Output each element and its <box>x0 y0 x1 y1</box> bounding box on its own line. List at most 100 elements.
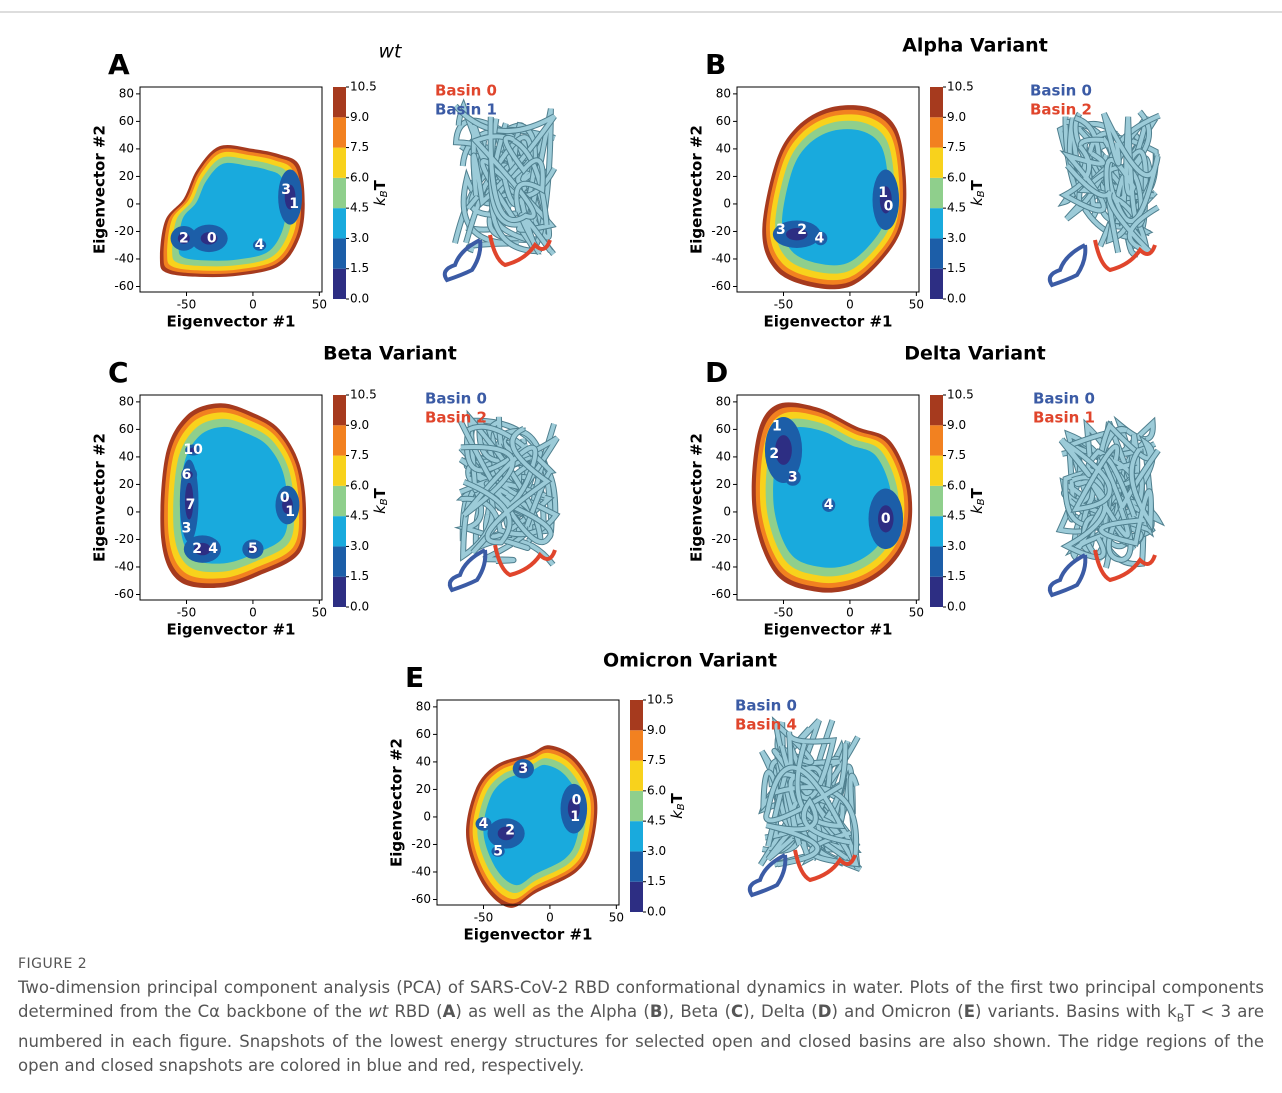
basin-label: 4 <box>208 541 218 557</box>
colorbar-segment <box>930 546 943 576</box>
basin-label: 4 <box>479 816 489 832</box>
panel-title: Alpha Variant <box>902 35 1048 57</box>
colorbar-label: kBT <box>371 487 391 514</box>
colorbar-segment <box>930 117 943 147</box>
y-tick-label: -40 <box>711 559 731 573</box>
caption-text: ) variants. Basins with k <box>975 1002 1177 1021</box>
x-axis-label: Eigenvector #1 <box>764 313 893 331</box>
basin-label: 0 <box>572 792 582 808</box>
structure <box>445 106 555 280</box>
structure-label: Basin 0 <box>425 390 487 408</box>
structure-label: Basin 0 <box>1030 82 1092 100</box>
page: 20314-50050-60-40-20020406080Eigenvector… <box>0 0 1282 1093</box>
structure <box>750 720 860 895</box>
colorbar-tick-label: 6.0 <box>647 783 666 797</box>
basin-label: 5 <box>248 541 258 557</box>
basin-label: 1 <box>570 809 580 825</box>
colorbar-tick-label: 0.0 <box>947 292 966 306</box>
caption-text: ), Delta ( <box>743 1002 818 1021</box>
basin-label: 2 <box>192 541 202 557</box>
x-tick-label: -50 <box>177 606 197 620</box>
colorbar-tick-label: 6.0 <box>947 478 966 492</box>
colorbar-label: kBT <box>968 179 988 206</box>
y-tick-label: 20 <box>716 169 731 183</box>
colorbar-segment <box>333 456 346 486</box>
structure-label: Basin 0 <box>1033 390 1095 408</box>
x-tick-label: 50 <box>909 298 924 312</box>
y-tick-label: 40 <box>416 754 431 768</box>
colorbar-tick-label: 10.5 <box>350 80 377 94</box>
basin-label: 4 <box>255 237 265 253</box>
caption-text: ), Beta ( <box>662 1002 731 1021</box>
y-tick-label: 60 <box>119 114 134 128</box>
y-tick-label: -60 <box>411 892 431 906</box>
colorbar-tick-label: 6.0 <box>350 170 369 184</box>
y-axis-label: Eigenvector #2 <box>91 433 109 562</box>
ridge-open <box>1050 245 1086 285</box>
structure <box>450 417 557 590</box>
colorbar-tick-label: 7.5 <box>947 448 966 462</box>
y-tick-label: 40 <box>119 449 134 463</box>
caption-text: D <box>818 1002 832 1021</box>
basin-label: 1 <box>772 419 782 435</box>
colorbar-tick-label: 0.0 <box>647 905 666 919</box>
colorbar-segment <box>333 117 346 147</box>
caption-text: ) as well as the Alpha ( <box>455 1002 649 1021</box>
y-tick-label: -40 <box>411 864 431 878</box>
colorbar-tick-label: 6.0 <box>350 478 369 492</box>
y-tick-label: 80 <box>416 699 431 713</box>
y-tick-label: 20 <box>416 782 431 796</box>
y-tick-label: -20 <box>114 532 134 546</box>
y-tick-label: 80 <box>716 394 731 408</box>
basin-label: 2 <box>179 230 189 246</box>
colorbar-segment <box>930 238 943 268</box>
colorbar-segment <box>333 516 346 546</box>
colorbar-tick-label: 7.5 <box>350 448 369 462</box>
y-tick-label: -20 <box>711 224 731 238</box>
colorbar-tick-label: 7.5 <box>947 140 966 154</box>
y-axis-label: Eigenvector #2 <box>688 125 706 254</box>
colorbar-segment <box>333 395 346 425</box>
colorbar-segment <box>930 456 943 486</box>
panel-title: Omicron Variant <box>603 650 777 672</box>
colorbar-segment <box>630 700 643 730</box>
basin-label: 3 <box>518 761 528 777</box>
colorbar-tick-label: 4.5 <box>350 509 369 523</box>
colorbar-segment <box>333 425 346 455</box>
y-tick-label: -20 <box>114 224 134 238</box>
colorbar-tick-label: 7.5 <box>647 753 666 767</box>
basin-label: 2 <box>797 222 807 238</box>
y-tick-label: 20 <box>716 477 731 491</box>
caption-label: FIGURE 2 <box>18 956 87 972</box>
colorbar-tick-label: 9.0 <box>350 418 369 432</box>
y-tick-label: -20 <box>711 532 731 546</box>
colorbar-tick-label: 3.0 <box>947 231 966 245</box>
colorbar-segment <box>930 516 943 546</box>
colorbar-segment <box>630 730 643 760</box>
x-axis-label: Eigenvector #1 <box>167 621 296 639</box>
y-tick-label: -40 <box>114 251 134 265</box>
colorbar-tick-label: 6.0 <box>947 170 966 184</box>
colorbar-tick-label: 10.5 <box>947 80 974 94</box>
y-axis-label: Eigenvector #2 <box>388 738 406 867</box>
basin-label: 4 <box>814 230 824 246</box>
structure-label: Basin 4 <box>735 716 797 734</box>
colorbar-segment <box>333 178 346 208</box>
panel-letter: E <box>405 661 424 694</box>
colorbar-segment <box>930 269 943 299</box>
x-tick-label: -50 <box>774 298 794 312</box>
colorbar-tick-label: 9.0 <box>947 418 966 432</box>
colorbar-tick-label: 4.5 <box>947 201 966 215</box>
basin-label: 1 <box>285 504 295 520</box>
colorbar-label-part: T <box>968 487 986 498</box>
colorbar-tick-label: 1.5 <box>947 569 966 583</box>
y-tick-label: 80 <box>119 394 134 408</box>
colorbar-tick-label: 0.0 <box>947 600 966 614</box>
panel-letter: B <box>705 48 726 81</box>
colorbar-tick-label: 1.5 <box>947 261 966 275</box>
y-tick-label: -20 <box>411 837 431 851</box>
colorbar-tick-label: 9.0 <box>947 110 966 124</box>
colorbar-tick-label: 0.0 <box>350 292 369 306</box>
structure-label: Basin 2 <box>425 409 487 427</box>
